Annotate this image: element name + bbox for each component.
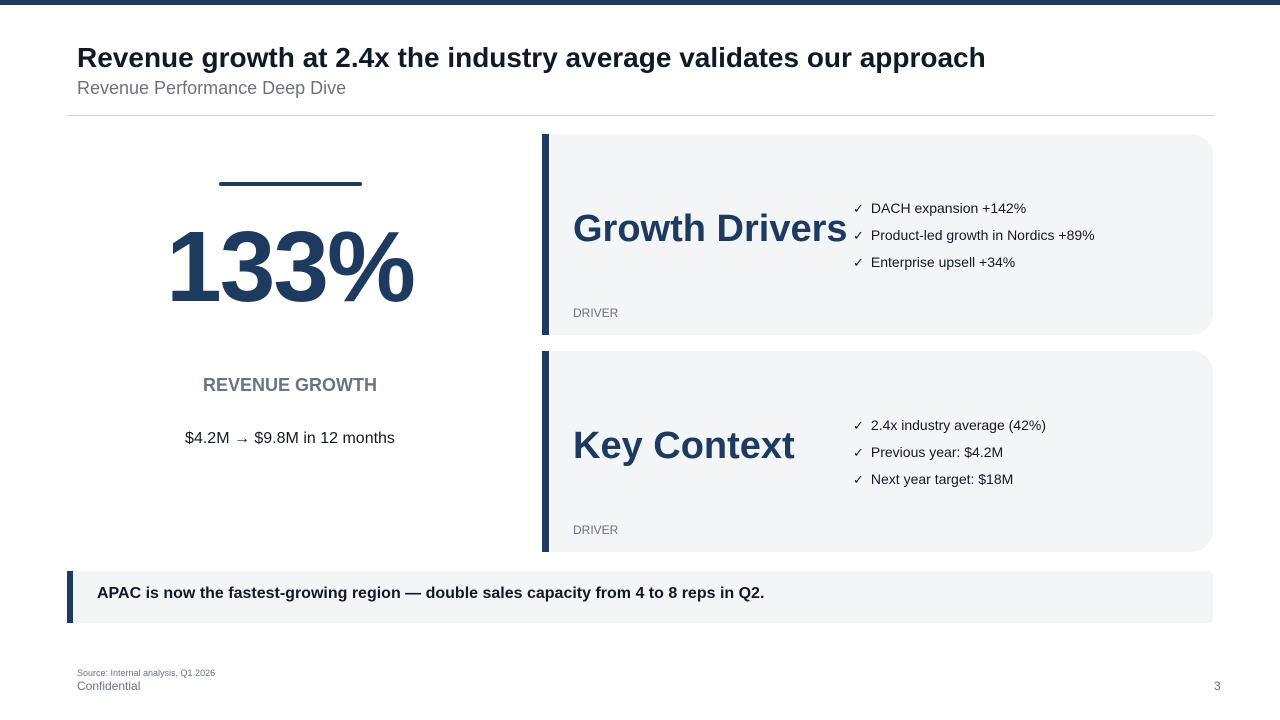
slide-subtitle: Revenue Performance Deep Dive xyxy=(77,78,347,98)
list-item-text: Enterprise upsell +34% xyxy=(870,254,1016,270)
list-item: ✓ 2.4x industry average (42%) xyxy=(853,412,1046,439)
check-icon: ✓ xyxy=(853,201,864,216)
check-icon: ✓ xyxy=(853,472,864,487)
check-icon: ✓ xyxy=(853,228,864,243)
metric-label: REVENUE GROWTH xyxy=(202,375,377,395)
slide-title: Revenue growth at 2.4x the industry aver… xyxy=(77,42,986,73)
card-tag: DRIVER xyxy=(573,306,619,320)
list-item: ✓ Next year target: $18M xyxy=(853,466,1046,493)
card-tag: DRIVER xyxy=(573,523,619,537)
list-item-text: Next year target: $18M xyxy=(870,471,1014,487)
list-item-text: Product-led growth in Nordics +89% xyxy=(870,227,1095,243)
check-icon: ✓ xyxy=(853,445,864,460)
list-item: ✓ Enterprise upsell +34% xyxy=(853,249,1095,276)
confidential-label: Confidential xyxy=(77,679,141,693)
list-item: ✓ DACH expansion +142% xyxy=(853,195,1095,222)
callout-box: APAC is now the fastest-growing region —… xyxy=(67,571,1213,623)
list-item-text: Previous year: $4.2M xyxy=(870,444,1004,460)
card-list: ✓ DACH expansion +142% ✓ Product-led gro… xyxy=(853,195,1095,276)
metric-value: 133% xyxy=(166,211,416,323)
source-note: Source: Internal analysis, Q1 2026 xyxy=(77,668,216,678)
check-icon: ✓ xyxy=(853,418,864,433)
list-item: ✓ Previous year: $4.2M xyxy=(853,439,1046,466)
metric-detail: $4.2M → $9.8M in 12 months xyxy=(185,430,395,447)
card-list: ✓ 2.4x industry average (42%) ✓ Previous… xyxy=(853,412,1046,493)
check-icon: ✓ xyxy=(853,255,864,270)
growth-drivers-card: Growth Drivers ✓ DACH expansion +142% ✓ … xyxy=(542,134,1213,335)
page-number: 3 xyxy=(1214,679,1221,693)
top-accent-bar xyxy=(0,0,1280,5)
metric-accent-line xyxy=(219,182,362,186)
callout-text: APAC is now the fastest-growing region —… xyxy=(97,585,765,602)
card-title: Key Context xyxy=(573,425,795,467)
list-item: ✓ Product-led growth in Nordics +89% xyxy=(853,222,1095,249)
card-title: Growth Drivers xyxy=(573,208,848,250)
header-divider xyxy=(67,115,1214,116)
key-context-card: Key Context ✓ 2.4x industry average (42%… xyxy=(542,351,1213,552)
list-item-text: DACH expansion +142% xyxy=(870,200,1027,216)
list-item-text: 2.4x industry average (42%) xyxy=(870,417,1046,433)
